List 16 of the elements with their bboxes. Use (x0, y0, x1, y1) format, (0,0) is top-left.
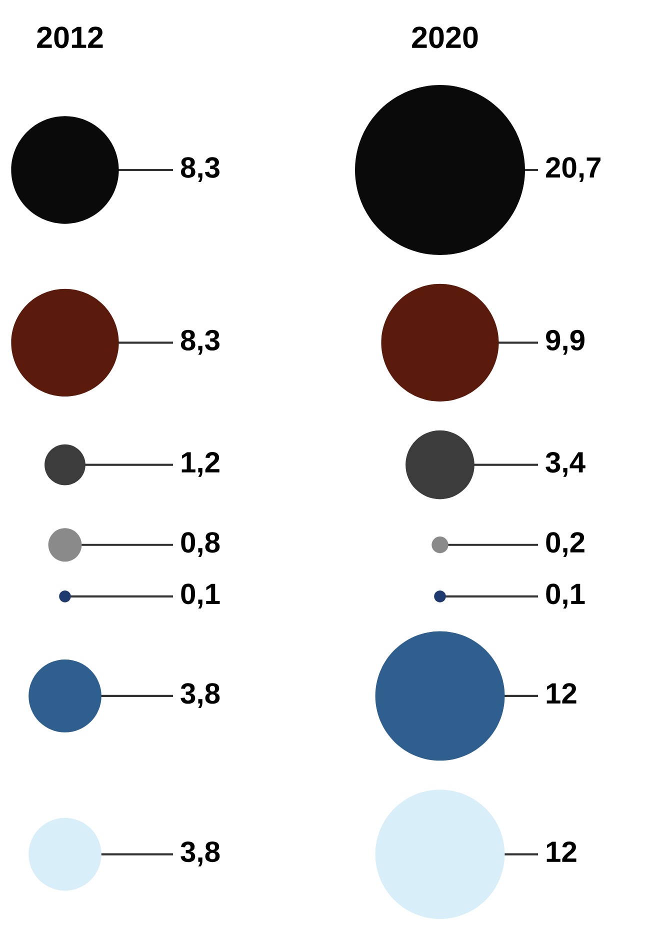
data-label: 0,1 (181, 584, 220, 608)
data-label: 3,4 (546, 452, 586, 477)
data-label: 1,2 (182, 452, 220, 477)
data-label: 0,2 (546, 532, 584, 557)
data-label: 8,3 (180, 157, 220, 182)
data-label: 9,9 (546, 330, 584, 355)
data-label: 3,8 (180, 683, 220, 708)
data-label: 12 (546, 841, 576, 862)
data-label: 20,7 (546, 157, 600, 182)
data-label: 3,8 (180, 841, 220, 866)
data-label: 0,1 (546, 584, 585, 608)
category-label: 2012 (37, 26, 103, 48)
data-label: 12 (546, 683, 576, 704)
data-label: 8,3 (180, 330, 220, 355)
data-label: 0,8 (181, 532, 220, 557)
category-label: 2020 (412, 26, 478, 48)
